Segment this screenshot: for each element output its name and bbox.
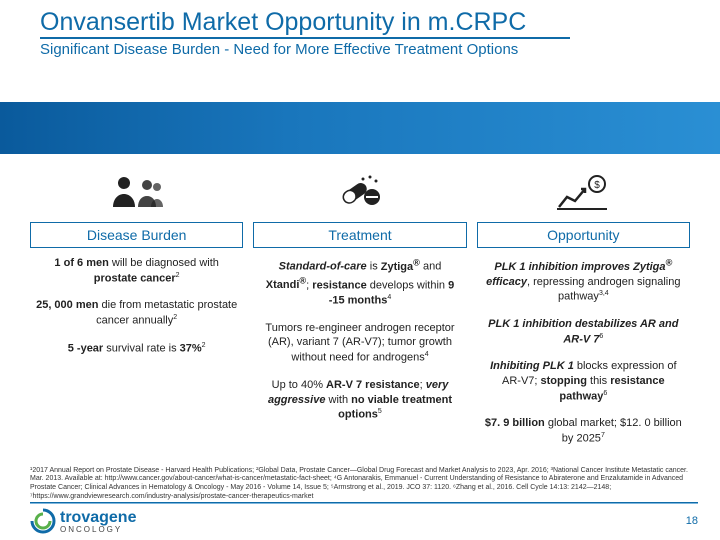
logo-text: trovagene: [60, 509, 136, 527]
company-logo: trovagene ONCOLOGY: [30, 508, 136, 534]
column-disease-burden: Disease Burden 1 of 6 men will be diagno…: [30, 164, 243, 459]
header-gradient-bar: [0, 102, 720, 154]
opportunity-block-2: PLK 1 inhibition destabilizes AR and AR-…: [477, 317, 690, 347]
treatment-block-2: Tumors re-engineer androgen receptor (AR…: [253, 321, 466, 366]
page-subtitle: Significant Disease Burden - Need for Mo…: [0, 39, 720, 58]
logo-swirl-icon: [30, 508, 56, 534]
dollar-icon: $: [477, 164, 690, 222]
footer: trovagene ONCOLOGY 18: [0, 508, 720, 534]
people-icon: [30, 164, 243, 222]
page-title: Onvansertib Market Opportunity in m.CRPC: [0, 0, 720, 37]
column-header-treatment: Treatment: [253, 222, 466, 248]
opportunity-block-3: Inhibiting PLK 1 blocks expression of AR…: [477, 359, 690, 404]
page-number: 18: [686, 515, 698, 527]
column-header-disease: Disease Burden: [30, 222, 243, 248]
footer-divider: [30, 502, 698, 504]
disease-block-3: 5 -year survival rate is 37%2: [30, 341, 243, 357]
opportunity-block-1: PLK 1 inhibition improves Zytiga® effica…: [477, 256, 690, 305]
svg-text:$: $: [595, 180, 601, 191]
pills-icon: [253, 164, 466, 222]
disease-block-2: 25, 000 men die from metastatic prostate…: [30, 298, 243, 328]
opportunity-block-4: $7. 9 billion global market; $12. 0 bill…: [477, 416, 690, 446]
column-header-opportunity: Opportunity: [477, 222, 690, 248]
footnote-references: ¹2017 Annual Report on Prostate Disease …: [0, 459, 720, 502]
column-opportunity: $ Opportunity PLK 1 inhibition improves …: [477, 164, 690, 459]
treatment-block-3: Up to 40% AR-V 7 resistance; very aggres…: [253, 378, 466, 423]
treatment-block-1: Standard-of-care is Zytiga® and Xtandi®;…: [253, 256, 466, 309]
column-treatment: Treatment Standard-of-care is Zytiga® an…: [253, 164, 466, 459]
disease-block-1: 1 of 6 men will be diagnosed with prosta…: [30, 256, 243, 286]
columns-container: Disease Burden 1 of 6 men will be diagno…: [0, 154, 720, 459]
